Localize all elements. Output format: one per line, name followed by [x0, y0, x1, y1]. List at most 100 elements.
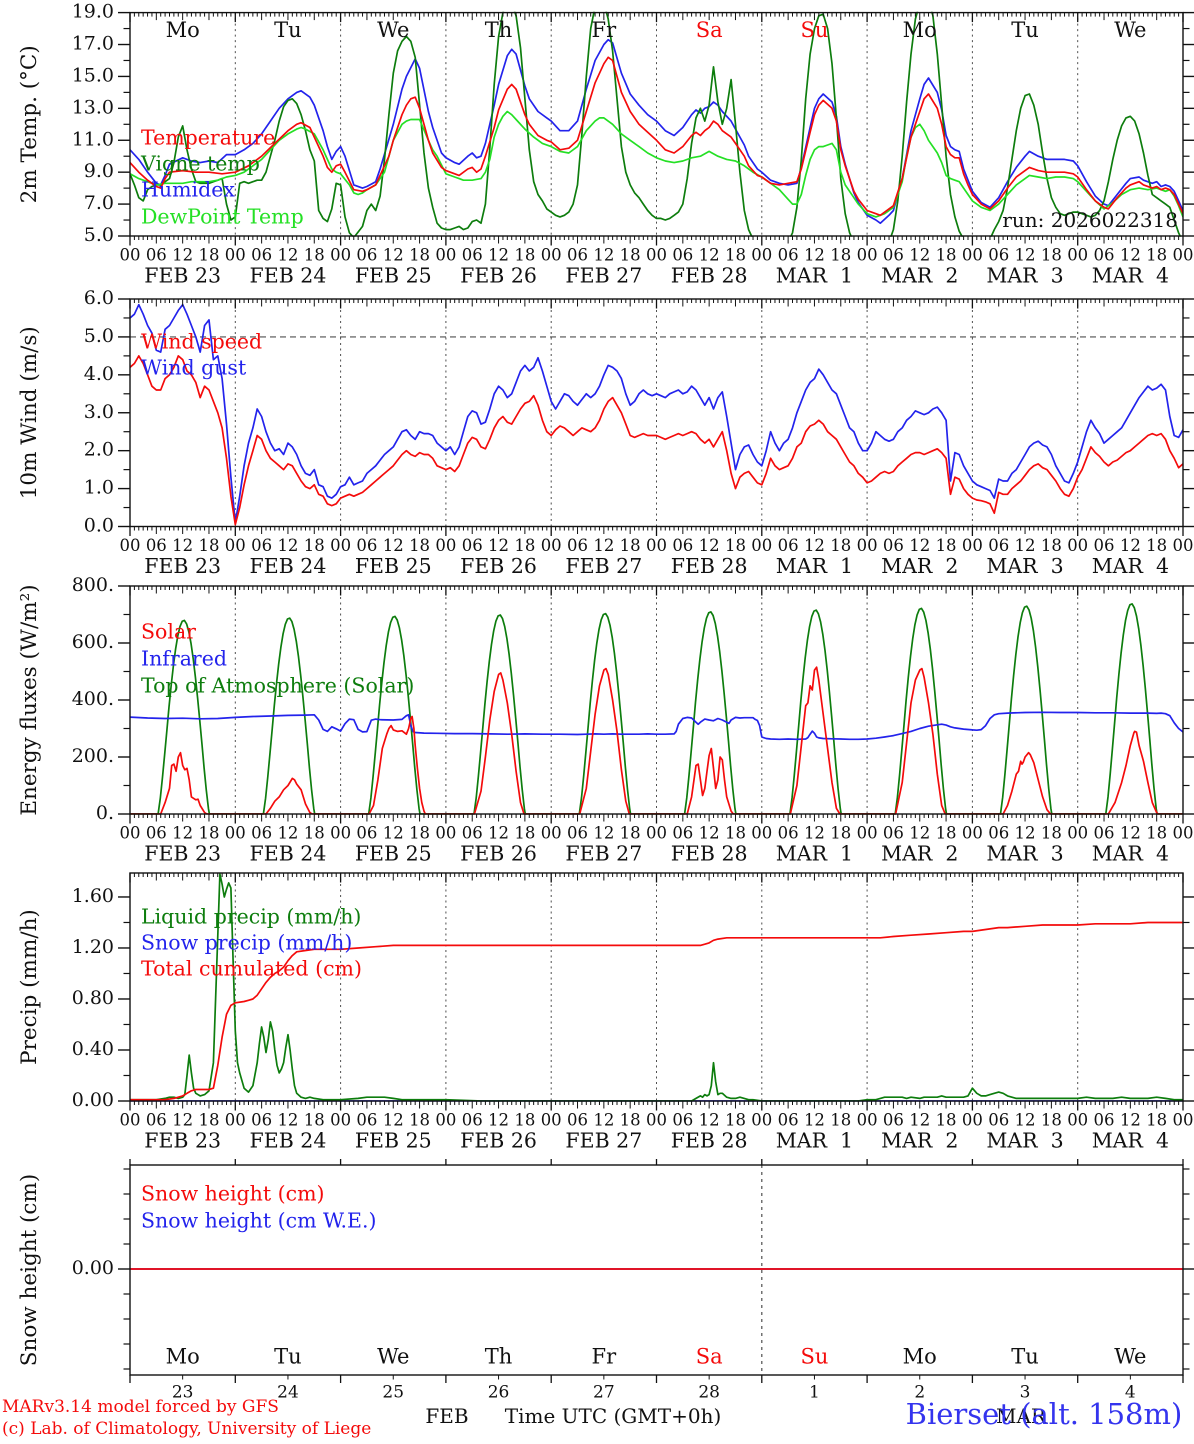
legend-energy-1: Infrared — [141, 647, 227, 671]
legend-snow-1: Snow height (cm W.E.) — [141, 1209, 377, 1233]
y-tick-label: 17.0 — [72, 33, 114, 55]
series-total-cumulated-cm- — [130, 921, 1183, 1101]
hour-tick-label: 18 — [1146, 246, 1167, 265]
hour-tick-label: 12 — [1120, 1111, 1141, 1130]
date-number-label: 26 — [488, 1383, 510, 1403]
legend-temp2m-1: Vigne temp — [140, 152, 260, 176]
hour-tick-label: 12 — [593, 1111, 614, 1130]
date-label: FEB 24 — [250, 554, 327, 578]
weekday-label: Sa — [696, 1345, 723, 1369]
hour-tick-label: 00 — [751, 824, 772, 843]
hour-tick-label: 00 — [857, 246, 878, 265]
hour-tick-label: 06 — [462, 536, 483, 555]
hour-tick-label: 18 — [304, 1111, 325, 1130]
weekday-label: Sa — [696, 18, 723, 42]
hour-tick-label: 18 — [830, 824, 851, 843]
date-number-label: 4 — [1125, 1383, 1136, 1403]
date-label: FEB 23 — [144, 842, 221, 866]
hour-tick-label: 18 — [1146, 824, 1167, 843]
date-label: FEB 26 — [460, 842, 537, 866]
series-group-wind10m — [130, 303, 1183, 526]
y-tick-label: 600. — [72, 631, 114, 653]
date-label: FEB 27 — [565, 264, 642, 288]
hour-tick-label: 18 — [198, 246, 219, 265]
hour-tick-label: 06 — [883, 1111, 904, 1130]
hour-tick-label: 00 — [120, 824, 141, 843]
series-temperature — [130, 56, 1183, 217]
weekday-label: Th — [485, 1345, 513, 1369]
hour-tick-label: 12 — [804, 1111, 825, 1130]
y-axis-title: Snow height (cm) — [17, 1174, 42, 1367]
weekday-label: Tu — [1011, 1345, 1039, 1369]
hour-tick-label: 06 — [251, 824, 272, 843]
hour-tick-label: 18 — [725, 246, 746, 265]
y-tick-label: 2.0 — [84, 439, 114, 461]
y-tick-label: 0.0 — [84, 515, 114, 537]
hour-tick-label: 00 — [1173, 1111, 1194, 1130]
date-label: MAR 2 — [881, 264, 958, 288]
date-label: FEB 25 — [355, 842, 432, 866]
date-label: MAR 1 — [776, 842, 853, 866]
hour-tick-label: 12 — [277, 246, 298, 265]
hour-tick-label: 12 — [277, 536, 298, 555]
hour-tick-label: 18 — [725, 536, 746, 555]
hour-tick-label: 06 — [567, 1111, 588, 1130]
series-wind-speed — [130, 355, 1183, 526]
weekday-label: Tu — [274, 18, 302, 42]
legend-precip-1: Snow precip (mm/h) — [141, 931, 352, 955]
hour-tick-label: 12 — [1015, 536, 1036, 555]
hour-tick-label: 12 — [699, 824, 720, 843]
weekday-label: We — [377, 18, 409, 42]
y-tick-label: 4.0 — [84, 363, 114, 385]
hour-tick-label: 06 — [778, 536, 799, 555]
y-tick-label: 11.0 — [72, 128, 114, 150]
hour-tick-label: 12 — [172, 246, 193, 265]
hour-tick-label: 06 — [988, 824, 1009, 843]
date-label: FEB 27 — [565, 1129, 642, 1153]
model-version-label: MARv3.14 model forced by GFS — [2, 1397, 279, 1417]
hour-tick-label: 00 — [120, 1111, 141, 1130]
date-number-label: 2 — [914, 1383, 925, 1403]
weekday-label: Mo — [166, 1345, 200, 1369]
hour-tick-label: 12 — [804, 824, 825, 843]
date-label: MAR 1 — [776, 554, 853, 578]
hour-tick-label: 18 — [409, 824, 430, 843]
hour-tick-label: 18 — [514, 246, 535, 265]
hour-tick-label: 06 — [672, 536, 693, 555]
hour-tick-label: 06 — [883, 536, 904, 555]
hour-tick-label: 00 — [225, 536, 246, 555]
y-tick-label: 0.80 — [72, 987, 114, 1009]
date-label: FEB 25 — [355, 554, 432, 578]
hour-tick-label: 00 — [435, 1111, 456, 1130]
month-label-feb: FEB — [425, 1404, 469, 1428]
weekday-label: Mo — [903, 18, 937, 42]
weekday-label: Mo — [166, 18, 200, 42]
hour-tick-label: 18 — [620, 824, 641, 843]
hour-tick-label: 12 — [593, 824, 614, 843]
hour-tick-label: 00 — [435, 824, 456, 843]
hour-tick-label: 00 — [857, 824, 878, 843]
hour-tick-label: 00 — [1173, 824, 1194, 843]
date-number-label: 28 — [698, 1383, 720, 1403]
hour-tick-label: 18 — [409, 1111, 430, 1130]
date-label: MAR 4 — [1092, 842, 1169, 866]
station-name-label: Bierset (alt. 158m) — [905, 1397, 1183, 1431]
date-number-label: 24 — [277, 1383, 299, 1403]
hour-tick-label: 18 — [936, 536, 957, 555]
hour-tick-label: 12 — [1015, 246, 1036, 265]
series-humidex — [130, 38, 1183, 225]
legend-temp2m-3: DewPoint Temp — [141, 205, 304, 229]
hour-tick-label: 06 — [146, 246, 167, 265]
hour-tick-label: 12 — [909, 536, 930, 555]
series-group-temp2m — [130, 11, 1183, 237]
hour-tick-label: 18 — [725, 1111, 746, 1130]
hour-tick-label: 12 — [488, 1111, 509, 1130]
hour-tick-label: 06 — [1094, 1111, 1115, 1130]
y-tick-label: 6.0 — [84, 287, 114, 309]
date-label: FEB 27 — [565, 842, 642, 866]
hour-tick-label: 06 — [356, 536, 377, 555]
hour-tick-label: 12 — [383, 824, 404, 843]
hour-tick-label: 06 — [883, 824, 904, 843]
date-label: FEB 28 — [671, 842, 748, 866]
date-label: FEB 23 — [144, 554, 221, 578]
